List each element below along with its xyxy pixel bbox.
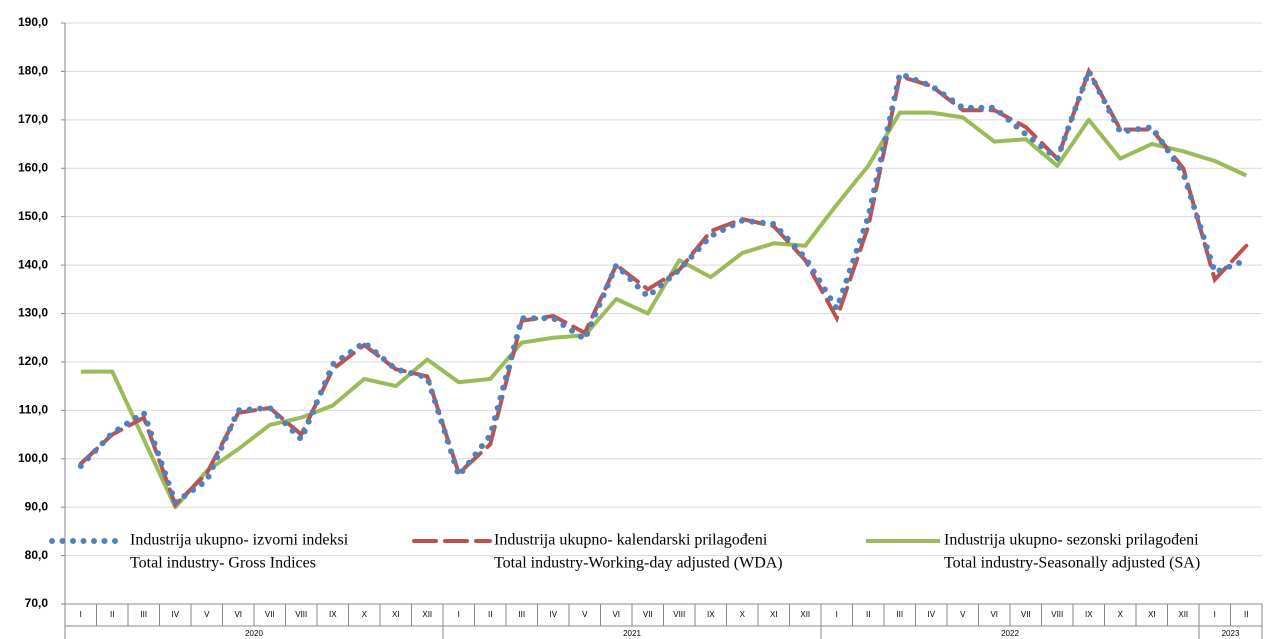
- y-tick-label: 100,0: [18, 451, 48, 465]
- year-label: 2021: [623, 629, 641, 638]
- x-tick-label: II: [488, 610, 492, 619]
- x-tick-label: VII: [1021, 610, 1031, 619]
- x-tick-label: VI: [612, 610, 620, 619]
- x-tick-label: IX: [1085, 610, 1093, 619]
- legend-label: Industrija ukupno- sezonski prilagođeni: [944, 532, 1199, 549]
- x-tick-label: III: [896, 610, 903, 619]
- y-tick-label: 90,0: [25, 499, 49, 513]
- x-tick-label: IX: [707, 610, 715, 619]
- x-tick-label: IV: [927, 610, 935, 619]
- x-tick-label: V: [204, 610, 210, 619]
- x-tick-label: IX: [329, 610, 337, 619]
- legend-label: Industrija ukupno- kalendarski prilagođe…: [494, 532, 768, 549]
- x-tick-label: VI: [234, 610, 242, 619]
- x-tick-label: IV: [171, 610, 179, 619]
- y-tick-label: 150,0: [18, 209, 48, 223]
- x-tick-label: VII: [643, 610, 653, 619]
- y-tick-label: 120,0: [18, 354, 48, 368]
- x-tick-label: I: [836, 610, 838, 619]
- x-tick-label: XI: [392, 610, 400, 619]
- y-tick-label: 110,0: [19, 403, 49, 417]
- x-tick-label: XII: [1178, 610, 1188, 619]
- y-tick-label: 170,0: [18, 112, 48, 126]
- y-tick-label: 80,0: [25, 548, 49, 562]
- x-tick-label: VIII: [295, 610, 307, 619]
- x-tick-label: I: [458, 610, 460, 619]
- x-tick-label: XII: [800, 610, 810, 619]
- x-tick-label: II: [110, 610, 114, 619]
- x-tick-label: II: [1244, 610, 1248, 619]
- x-tick-label: I: [1214, 610, 1216, 619]
- series-line: [80, 110, 1248, 510]
- x-tick-label: XI: [1148, 610, 1156, 619]
- x-tick-label: X: [740, 610, 746, 619]
- y-tick-label: 140,0: [18, 257, 48, 271]
- x-tick-label: III: [140, 610, 147, 619]
- y-tick-label: 70,0: [25, 596, 49, 610]
- x-tick-label: XI: [770, 610, 778, 619]
- x-tick-label: II: [866, 610, 870, 619]
- x-tick-label: VI: [990, 610, 998, 619]
- x-tick-label: X: [1118, 610, 1124, 619]
- x-tick-label: VII: [265, 610, 275, 619]
- y-tick-label: 180,0: [18, 64, 48, 78]
- x-tick-label: X: [362, 610, 368, 619]
- y-tick-label: 130,0: [18, 306, 48, 320]
- x-tick-label: V: [582, 610, 588, 619]
- legend-label: Total industry- Gross Indices: [130, 555, 316, 572]
- year-label: 2022: [1001, 629, 1019, 638]
- legend-label: Total industry-Seasonally adjusted (SA): [944, 555, 1200, 572]
- x-tick-label: IV: [549, 610, 557, 619]
- x-tick-label: I: [80, 610, 82, 619]
- x-tick-label: VIII: [673, 610, 685, 619]
- x-tick-label: VIII: [1051, 610, 1063, 619]
- year-label: 2020: [245, 629, 263, 638]
- legend-label: Industrija ukupno- izvorni indeksi: [130, 532, 349, 549]
- y-tick-label: 160,0: [18, 160, 48, 174]
- year-label: 2023: [1222, 629, 1240, 638]
- x-tick-label: V: [960, 610, 966, 619]
- legend-label: Total industry-Working-day adjusted (WDA…: [494, 555, 783, 572]
- x-tick-label: XII: [422, 610, 432, 619]
- x-tick-label: III: [518, 610, 525, 619]
- y-tick-label: 190,0: [18, 15, 48, 29]
